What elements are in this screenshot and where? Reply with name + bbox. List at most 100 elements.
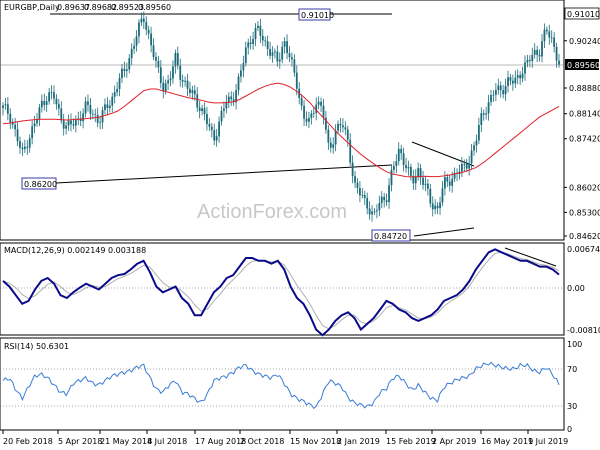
candle-body — [247, 42, 250, 48]
candle-body — [278, 59, 281, 62]
candle-body — [55, 98, 58, 105]
rsi-line — [2, 361, 560, 410]
candle-body — [133, 45, 136, 49]
candle-body — [33, 123, 36, 127]
candle-body — [361, 194, 364, 196]
candle-body — [218, 121, 220, 137]
candle-body — [9, 113, 12, 123]
rsi-tick-30: 30 — [567, 402, 577, 411]
candle-body — [376, 210, 378, 212]
candle-body — [337, 123, 339, 131]
candle-body — [244, 47, 247, 64]
candle-body — [21, 147, 24, 150]
ohlc-open: 0.89637 — [57, 3, 90, 12]
high-axis-marker — [564, 7, 600, 20]
candle-body — [274, 51, 276, 53]
time-axis-label: 2 Oct 2018 — [240, 437, 284, 446]
candle-body — [511, 80, 514, 84]
candle-body — [521, 73, 524, 79]
candle-body — [242, 63, 245, 71]
candle-body — [36, 118, 38, 124]
candle-body — [159, 67, 162, 83]
candle-body — [414, 176, 417, 184]
candle-body — [147, 29, 150, 34]
candle-body — [281, 46, 284, 60]
candle-body — [558, 60, 560, 65]
candle-body — [346, 129, 349, 140]
candle-body — [2, 105, 4, 109]
candle-body — [339, 123, 342, 126]
ohlc-close: 0.89560 — [138, 3, 171, 12]
candle-body — [332, 144, 335, 148]
candle-body — [429, 188, 432, 204]
candle-body — [528, 59, 531, 62]
candle-body — [193, 90, 196, 95]
candle-body — [121, 68, 123, 79]
time-axis-label: 2 Jan 2019 — [337, 437, 380, 446]
candle-body — [230, 96, 233, 100]
candle-body — [291, 57, 293, 60]
candle-body — [261, 35, 264, 41]
candle-body — [4, 104, 7, 106]
price-axis: 0.90240 0.88880 0.88140 0.87420 0.86020 0.853… — [564, 37, 600, 241]
support-trendline — [55, 164, 393, 184]
candle-body — [201, 108, 203, 112]
symbol-label: EURGBP,Daily — [4, 3, 60, 12]
candle-body — [189, 88, 191, 93]
candle-body — [6, 104, 9, 114]
macd-signal-line — [2, 251, 560, 330]
candle-body — [349, 139, 352, 163]
high-callout-label: 0.91010 — [301, 11, 334, 20]
ohlc-high: 0.89682 — [84, 3, 117, 12]
rsi-panel-frame — [0, 337, 565, 431]
candle-body — [191, 90, 194, 93]
candle-body — [460, 163, 463, 172]
candle-body — [388, 185, 390, 203]
candle-body — [407, 166, 410, 169]
candle-body — [150, 33, 153, 46]
candle-body — [38, 107, 41, 119]
candle-body — [70, 120, 72, 125]
candle-body — [184, 80, 186, 82]
candle-body — [23, 146, 26, 150]
candle-body — [453, 172, 456, 179]
candle-body — [555, 46, 558, 61]
candle-body — [320, 101, 322, 106]
candle-body — [383, 196, 386, 201]
trendlines — [50, 13, 475, 237]
candle-body — [91, 113, 94, 115]
candle-body — [533, 49, 536, 55]
candle-body — [390, 169, 393, 186]
candle-body — [502, 90, 505, 95]
candle-body — [487, 102, 490, 114]
candle-body — [113, 92, 116, 97]
candle-body — [138, 22, 140, 37]
candle-body — [164, 83, 167, 92]
wedge-lower-trendline — [413, 227, 475, 237]
candle-body — [395, 161, 398, 166]
candle-body — [303, 105, 305, 119]
candle-body — [402, 153, 405, 166]
candle-body — [317, 101, 320, 105]
price-axis-label: 0.88880 — [569, 84, 600, 93]
macd-tick-bottom: -0.008109 — [567, 326, 600, 335]
low-left-callout-label: 0.86200 — [24, 180, 57, 189]
candle-body — [257, 25, 259, 28]
candle-body — [344, 127, 347, 130]
candle-body — [60, 108, 63, 121]
candle-body — [82, 113, 85, 122]
candle-body — [48, 92, 51, 102]
candle-body — [225, 101, 228, 109]
rsi-panel-title: RSI(14) 50.6301 — [4, 342, 69, 351]
candle-body — [40, 100, 43, 108]
time-axis-label: 1 Jul 2019 — [528, 437, 568, 446]
macd-tick-zero: 0.00 — [567, 284, 585, 293]
candle-body — [288, 53, 291, 58]
candle-body — [235, 90, 237, 103]
candle-body — [232, 99, 235, 103]
candle-body — [16, 129, 19, 142]
candle-body — [43, 100, 46, 105]
candle-body — [196, 94, 199, 108]
